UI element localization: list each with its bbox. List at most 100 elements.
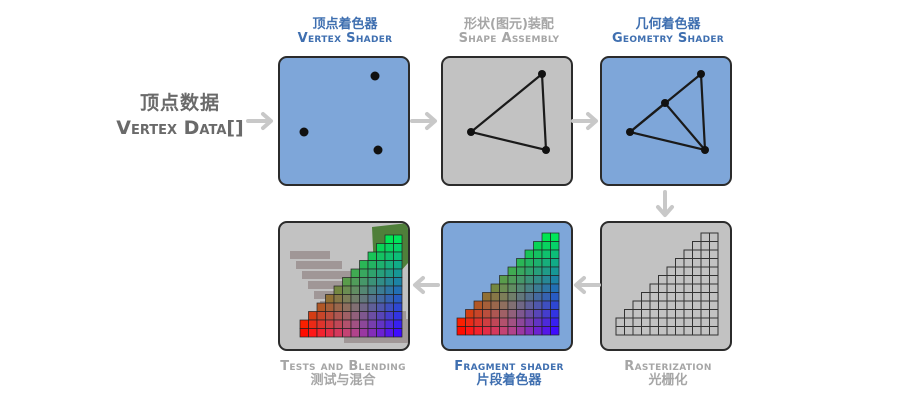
fragment-cell	[393, 302, 403, 312]
fragment-shader-box	[441, 221, 573, 351]
fragment-cell	[641, 317, 651, 327]
fragment-cell	[359, 319, 369, 329]
fragment-cell	[507, 266, 517, 276]
rasterization-cn: 光栅化	[648, 372, 688, 388]
fragment-cell	[649, 326, 659, 336]
fragment-cell	[325, 311, 335, 321]
vertex-data-cn: 顶点数据	[139, 92, 220, 114]
fragment-cell	[700, 309, 710, 319]
fragment-cell	[666, 300, 676, 310]
fragment-cell	[641, 300, 651, 310]
fragment-cell	[482, 317, 492, 327]
fragment-cell	[350, 311, 360, 321]
fragment-cell	[632, 326, 642, 336]
fragment-cell	[541, 317, 551, 327]
fragment-cell	[675, 258, 685, 268]
fragment-cell	[499, 317, 509, 327]
fragment-cell	[533, 249, 543, 259]
fragment-cell	[499, 309, 509, 319]
arrow-fragment-to-tests	[410, 275, 440, 295]
fragment-cell	[675, 292, 685, 302]
fragment-cell	[333, 328, 343, 338]
fragment-cell	[376, 285, 386, 295]
fragment-cell	[666, 292, 676, 302]
arrow-vertex-to-shape	[410, 111, 440, 131]
fragment-cell	[473, 309, 483, 319]
fragment-cell	[342, 294, 352, 304]
shadow-strip	[296, 261, 342, 269]
fragment-cell	[533, 300, 543, 310]
fragment-cell	[499, 275, 509, 285]
fragment-cell	[325, 294, 335, 304]
fragment-cell	[541, 309, 551, 319]
fragment-cell	[709, 326, 719, 336]
fragment-cell	[393, 251, 403, 261]
fragment-cell	[333, 319, 343, 329]
fragment-cell	[700, 249, 710, 259]
fragment-cell	[308, 319, 318, 329]
fragment-cell	[507, 300, 517, 310]
fragment-cell	[516, 258, 526, 268]
fragment-cell	[482, 292, 492, 302]
vertex-points-graphic	[299, 71, 383, 155]
fragment-cell	[550, 317, 560, 327]
fragment-cell	[482, 309, 492, 319]
fragment-cell	[700, 232, 710, 242]
fragment-cell	[325, 328, 335, 338]
fragment-cell	[499, 300, 509, 310]
fragment-cell	[692, 300, 702, 310]
fragment-cell	[308, 328, 318, 338]
fragment-cell	[658, 317, 668, 327]
fragment-cell	[692, 241, 702, 251]
fragment-cell	[393, 234, 403, 244]
geometry-shader-title: 几何着色器 Geometry Shader	[583, 18, 753, 45]
fragment-cell	[658, 292, 668, 302]
fragment-cell	[675, 326, 685, 336]
fragment-cell	[658, 300, 668, 310]
fragment-cell	[342, 302, 352, 312]
arrow-shape-to-geometry	[571, 111, 601, 131]
rasterization-title: Rasterization 光栅化	[583, 360, 753, 387]
fragment-cell	[658, 275, 668, 285]
fragment-cell	[624, 317, 634, 327]
fragment-cell	[550, 326, 560, 336]
fragment-cell	[359, 328, 369, 338]
fragment-cell	[473, 300, 483, 310]
fragment-cell	[649, 317, 659, 327]
fragment-cell	[384, 328, 394, 338]
fragment-cell	[692, 292, 702, 302]
fragment-cell	[384, 294, 394, 304]
fragment-shader-title: Fragment shader 片段着色器	[424, 360, 594, 387]
rasterization-box	[600, 221, 732, 351]
shadow-strip	[290, 251, 330, 259]
fragment-cell	[456, 317, 466, 327]
tests-blending-en: Tests and Blending	[280, 359, 406, 374]
fragment-cell	[615, 326, 625, 336]
fragment-cell	[683, 326, 693, 336]
fragment-cell	[359, 294, 369, 304]
fragment-cell	[465, 317, 475, 327]
fragment-cell	[516, 292, 526, 302]
fragment-cell	[376, 311, 386, 321]
fragment-cell	[516, 317, 526, 327]
fragment-cell	[507, 283, 517, 293]
fragment-cell	[367, 311, 377, 321]
fragment-cell	[333, 311, 343, 321]
fragment-cell	[376, 268, 386, 278]
fragment-cell	[709, 249, 719, 259]
fragment-cell	[342, 311, 352, 321]
fragment-cell	[490, 317, 500, 327]
vertex-point	[538, 70, 546, 78]
vertex-point	[697, 70, 705, 78]
fragment-cell	[675, 275, 685, 285]
fragment-cell	[524, 258, 534, 268]
fragment-cell	[709, 258, 719, 268]
shape-assembly-en: Shape Assembly	[458, 30, 560, 46]
fragment-cell	[473, 326, 483, 336]
fragment-cell	[376, 328, 386, 338]
fragment-cell	[367, 302, 377, 312]
fragment-cell	[524, 292, 534, 302]
fragment-cell	[533, 309, 543, 319]
fragment-cell	[333, 302, 343, 312]
